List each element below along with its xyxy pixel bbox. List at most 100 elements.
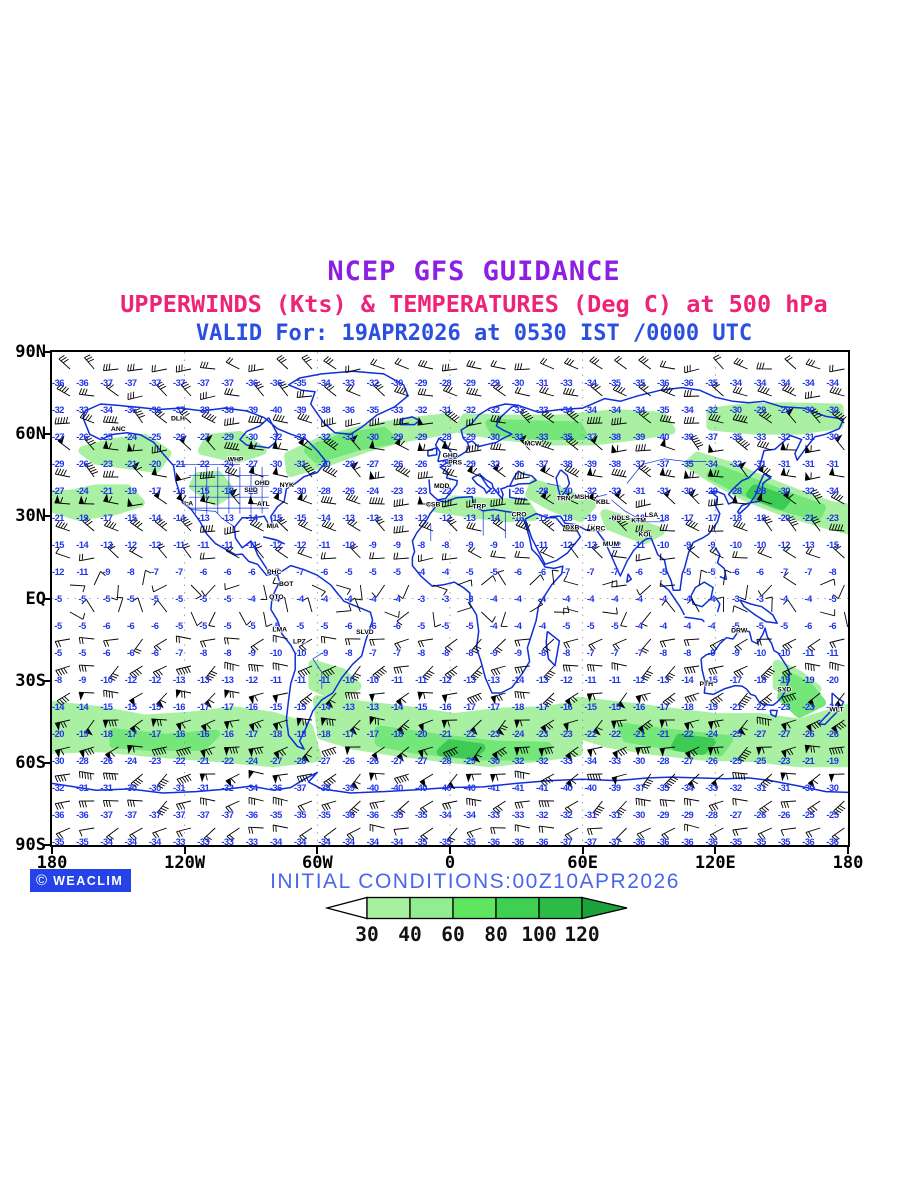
wind-barb — [263, 611, 273, 628]
temperature-value: -36 — [512, 837, 524, 845]
wind-barb — [199, 493, 216, 505]
wind-barb — [830, 491, 845, 505]
wind-barb — [344, 692, 361, 700]
coastline — [818, 692, 845, 726]
temperature-value: -7 — [587, 648, 595, 658]
wind-barb — [151, 364, 167, 373]
wind-barb — [782, 384, 797, 397]
lat-tick-label: EQ — [25, 588, 46, 609]
coastline — [545, 630, 561, 667]
temperature-value: -5 — [732, 621, 740, 631]
temperature-value: -29 — [681, 810, 693, 820]
temperature-value: -4 — [780, 594, 789, 604]
wind-barb — [564, 800, 579, 814]
temperature-value: -29 — [463, 378, 475, 388]
wind-barb — [396, 746, 410, 762]
temperature-value: -9 — [490, 648, 498, 658]
temperature-value: -24 — [367, 486, 380, 496]
temperature-value: -12 — [415, 513, 427, 523]
wind-barb — [419, 800, 434, 814]
temperature-value: -32 — [536, 810, 548, 820]
wind-barb — [432, 584, 448, 596]
wind-barb — [781, 719, 797, 732]
temperature-value: -17 — [463, 702, 475, 712]
wind-barb — [180, 516, 193, 532]
temperature-value: -4 — [635, 594, 644, 604]
wind-barb — [175, 689, 192, 699]
temperature-value: -32 — [463, 405, 475, 415]
temperature-value: -35 — [560, 432, 572, 442]
wind-barb — [299, 692, 313, 707]
wind-barb — [248, 440, 264, 451]
station-label: DLH — [171, 416, 185, 423]
wind-barb — [588, 490, 603, 505]
temperature-value: -5 — [442, 621, 450, 631]
wind-barb — [181, 543, 192, 559]
temperature-value: -5 — [563, 621, 571, 631]
wind-barb — [686, 598, 700, 613]
temperature-value: -14 — [76, 702, 89, 712]
temperature-value: -33 — [173, 837, 185, 845]
wind-barb — [239, 611, 252, 626]
station-label: OHD — [255, 480, 270, 487]
temperature-value: -4 — [514, 594, 523, 604]
temperature-value: -37 — [100, 810, 112, 820]
wind-barb — [417, 554, 434, 563]
wind-barb — [104, 746, 119, 761]
temperature-value: -40 — [270, 405, 282, 415]
temperature-value: -33 — [246, 837, 258, 845]
temperature-value: -15 — [149, 702, 161, 712]
wind-barb — [780, 466, 797, 478]
temperature-value: -29 — [52, 459, 64, 469]
temperature-value: -11 — [76, 567, 88, 577]
wind-barb — [807, 773, 821, 789]
wind-barb — [302, 597, 313, 613]
temperature-value: -12 — [778, 540, 790, 550]
temperature-value: -27 — [754, 729, 766, 739]
temperature-value: -31 — [584, 810, 596, 820]
station-label: BOT — [279, 581, 294, 588]
wind-barb — [466, 359, 482, 370]
temperature-value: -6 — [127, 621, 135, 631]
temperature-value: -17 — [246, 729, 258, 739]
temperature-value: -33 — [342, 378, 354, 388]
temperature-value: -35 — [415, 810, 427, 820]
temperature-value: -36 — [657, 837, 669, 845]
temperature-value: -14 — [318, 513, 331, 523]
wind-barb — [829, 364, 845, 373]
wind-barb — [732, 386, 748, 397]
temperature-value: -32 — [778, 432, 790, 442]
temperature-value: -23 — [778, 756, 790, 766]
temperature-value: -18 — [270, 729, 282, 739]
temperature-value: -26 — [512, 486, 524, 496]
wind-barb — [442, 800, 458, 811]
wind-barb — [323, 356, 337, 370]
temperature-value: -5 — [127, 594, 135, 604]
wind-barb — [54, 468, 71, 478]
wind-barb — [320, 552, 337, 560]
temperature-value: -11 — [802, 648, 814, 658]
wind-barb — [829, 386, 845, 397]
wind-barb — [551, 569, 559, 586]
wind-barb — [805, 827, 821, 839]
temperature-value: -20 — [778, 513, 790, 523]
temperature-value: -37 — [221, 378, 233, 388]
temperature-value: -37 — [560, 837, 572, 845]
temperature-value: -30 — [633, 810, 645, 820]
temperature-value: -4 — [708, 594, 717, 604]
wind-barb — [156, 381, 168, 397]
temperature-value: -36 — [367, 810, 379, 820]
wind-barb — [538, 746, 555, 757]
temperature-value: -16 — [560, 702, 572, 712]
border-line — [626, 458, 707, 484]
temperature-value: -7 — [369, 648, 377, 658]
temperature-value: -16 — [512, 513, 524, 523]
wind-barb — [155, 692, 168, 709]
temperature-value: -21 — [173, 459, 185, 469]
temperature-value: -15 — [609, 702, 621, 712]
wind-barb — [707, 746, 724, 756]
wind-barb — [369, 716, 385, 726]
wind-barb — [272, 719, 288, 732]
temperature-value: -30 — [246, 432, 258, 442]
colorbar-tick-label: 30 — [355, 923, 378, 946]
